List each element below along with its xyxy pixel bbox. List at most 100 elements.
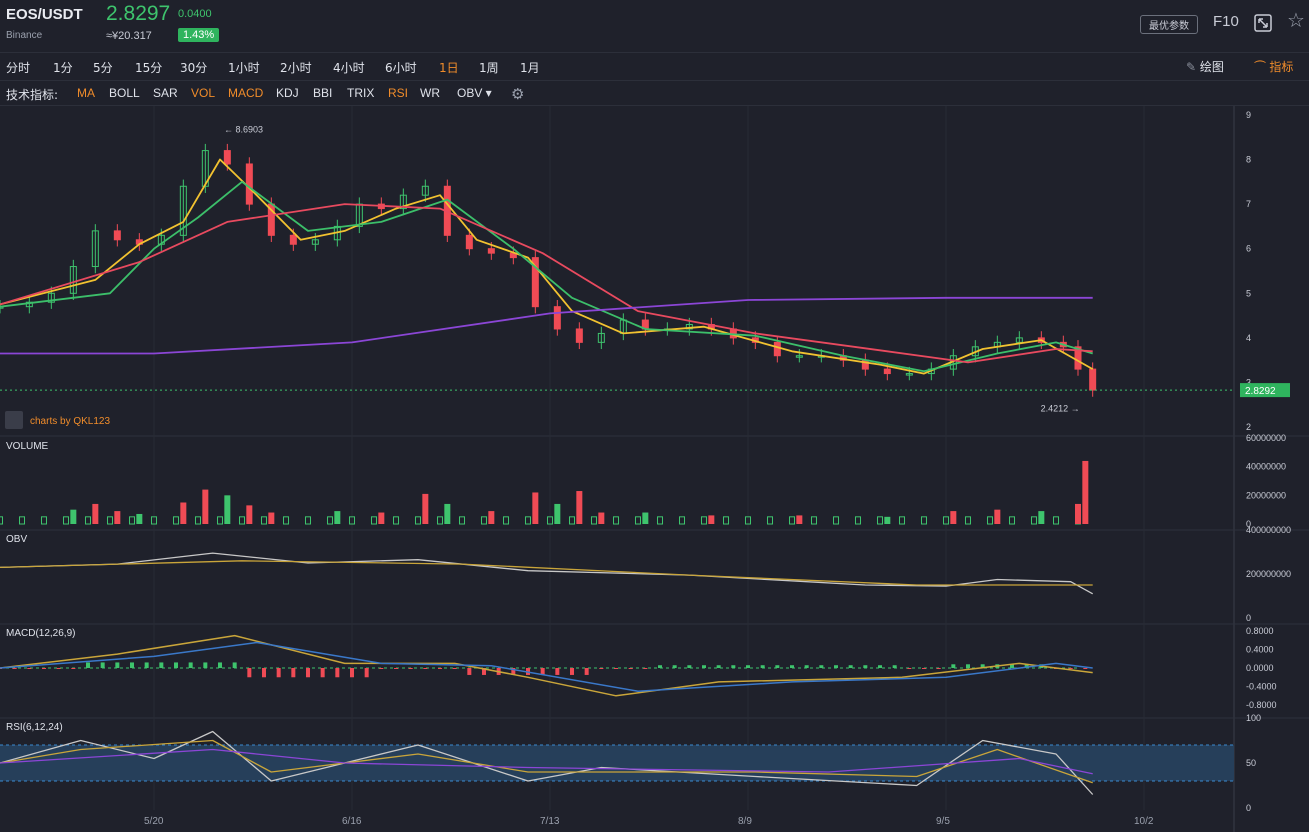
macd-histogram-bar: [27, 668, 32, 669]
ma-line-ma5: [0, 158, 1094, 375]
volume-bar: [789, 516, 795, 525]
fullscreen-icon[interactable]: [1254, 14, 1272, 32]
macd-histogram-bar: [775, 665, 780, 668]
macd-histogram-bar: [584, 668, 589, 675]
volume-bar: [877, 516, 883, 525]
macd-axis-tick: -0.4000: [1246, 682, 1277, 692]
macd-histogram-bar: [482, 668, 486, 675]
macd-histogram-bar: [834, 665, 838, 668]
x-tick-label: 10/2: [1134, 816, 1154, 827]
volume-bar: [1009, 516, 1015, 525]
candle: [25, 301, 33, 308]
macd-histogram-bar: [819, 665, 824, 668]
volume-bar: [591, 516, 597, 525]
indicator-tab-trix[interactable]: TRIX: [347, 86, 375, 100]
candle: [0, 306, 4, 309]
macd-histogram-bar: [511, 668, 516, 675]
volume-bar: [349, 516, 355, 525]
x-tick-label: 7/13: [540, 816, 560, 827]
macd-histogram-bar: [702, 665, 706, 668]
volume-bar: [371, 516, 377, 525]
macd-histogram-bar: [130, 662, 134, 668]
indicator-tab-boll[interactable]: BOLL: [109, 86, 140, 100]
period-tab[interactable]: 15分: [135, 61, 163, 75]
macd-histogram-bar: [452, 668, 457, 669]
macd-histogram-bar: [379, 668, 384, 669]
macd-histogram-bar: [760, 665, 765, 668]
period-tab[interactable]: 1分: [53, 61, 73, 75]
indicator-tab-wr[interactable]: WR: [420, 86, 440, 100]
gear-icon[interactable]: ⚙: [511, 85, 525, 103]
macd-histogram-bar: [1024, 664, 1029, 668]
volume-bar: [532, 492, 539, 524]
volume-bar: [459, 516, 465, 525]
volume-bar: [811, 516, 817, 525]
indicator-tab-rsi[interactable]: RSI: [388, 86, 409, 100]
period-tab[interactable]: 5分: [93, 61, 113, 75]
last-price-label: 2.8292: [1245, 386, 1276, 397]
volume-bar: [305, 516, 311, 525]
rsi-label: RSI(6,12,24): [6, 722, 63, 733]
volume-bar: [965, 516, 971, 525]
indicator-tab-macd[interactable]: MACD: [228, 86, 264, 100]
volume-bar: [0, 516, 3, 525]
macd-histogram-bar: [12, 668, 17, 669]
period-tab[interactable]: 1月: [520, 61, 540, 75]
macd-histogram-bar: [922, 668, 926, 669]
period-tab[interactable]: 1周: [479, 61, 499, 75]
best-params-button[interactable]: 最优参数: [1140, 15, 1198, 34]
price-axis-tick: 6: [1246, 244, 1251, 254]
macd-histogram-bar: [540, 668, 545, 675]
favorite-star-icon[interactable]: ☆: [1287, 8, 1305, 32]
draw-tool-button[interactable]: ✎ 绘图: [1186, 58, 1224, 75]
volume-bar: [525, 516, 531, 525]
period-tab[interactable]: 2小时: [280, 61, 312, 75]
candle: [1015, 337, 1023, 343]
f10-button[interactable]: F10: [1213, 13, 1239, 30]
period-tab[interactable]: 分时: [6, 61, 31, 75]
macd-histogram-bar: [203, 662, 208, 668]
period-tab[interactable]: 6小时: [385, 61, 417, 75]
volume-bar: [393, 516, 399, 525]
period-tab[interactable]: 4小时: [333, 61, 365, 75]
indicator-tab-ma[interactable]: MA: [77, 86, 95, 100]
period-tab[interactable]: 1日: [439, 61, 459, 75]
volume-bar: [921, 516, 927, 525]
last-price-tag: [1240, 383, 1290, 398]
indicator-tab-vol[interactable]: VOL: [191, 86, 216, 100]
volume-label: VOLUME: [6, 441, 49, 452]
macd-histogram-bar: [863, 665, 868, 668]
candle: [487, 248, 495, 254]
indicator-tab-kdj[interactable]: KDJ: [276, 86, 299, 100]
macd-histogram-bar: [188, 662, 193, 668]
volume-bar: [261, 516, 267, 525]
macd-label: MACD(12,26,9): [6, 628, 75, 639]
candle: [883, 368, 891, 375]
obv-axis-tick: 400000000: [1246, 525, 1291, 535]
indicator-label: 指标: [1269, 60, 1294, 74]
macd-histogram-bar: [599, 668, 604, 669]
indicator-tab-bbi[interactable]: BBI: [313, 86, 333, 100]
indicator-tab-sar[interactable]: SAR: [153, 86, 178, 100]
candle: [179, 185, 187, 236]
macd-histogram-bar: [174, 662, 178, 668]
period-tab[interactable]: 1小时: [228, 61, 260, 75]
macd-histogram-bar: [790, 665, 794, 668]
candle: [465, 234, 473, 250]
pencil-icon: ✎: [1186, 60, 1197, 74]
volume-bar: [92, 503, 99, 524]
period-tab[interactable]: 30分: [180, 61, 208, 75]
chart-area: 5/20 6/16 7/13 8/9 9/5 10/2 9 8 7 6 5 4 3 2 ← 8.6903 2.…: [0, 106, 1309, 832]
volume-bar: [701, 516, 707, 525]
volume-bar: [334, 511, 341, 524]
volume-bar: [884, 516, 891, 524]
draw-label: 绘图: [1199, 60, 1224, 74]
indicator-tab-obv[interactable]: OBV ▾: [457, 86, 492, 100]
volume-bar: [217, 516, 223, 525]
macd-histogram-bar: [716, 665, 721, 668]
indicator-button[interactable]: ⏜ 指标: [1254, 58, 1293, 75]
volume-bar: [642, 512, 649, 524]
price-change: 0.0400: [178, 8, 212, 20]
macd-histogram-bar: [966, 664, 970, 668]
candle: [223, 150, 231, 165]
